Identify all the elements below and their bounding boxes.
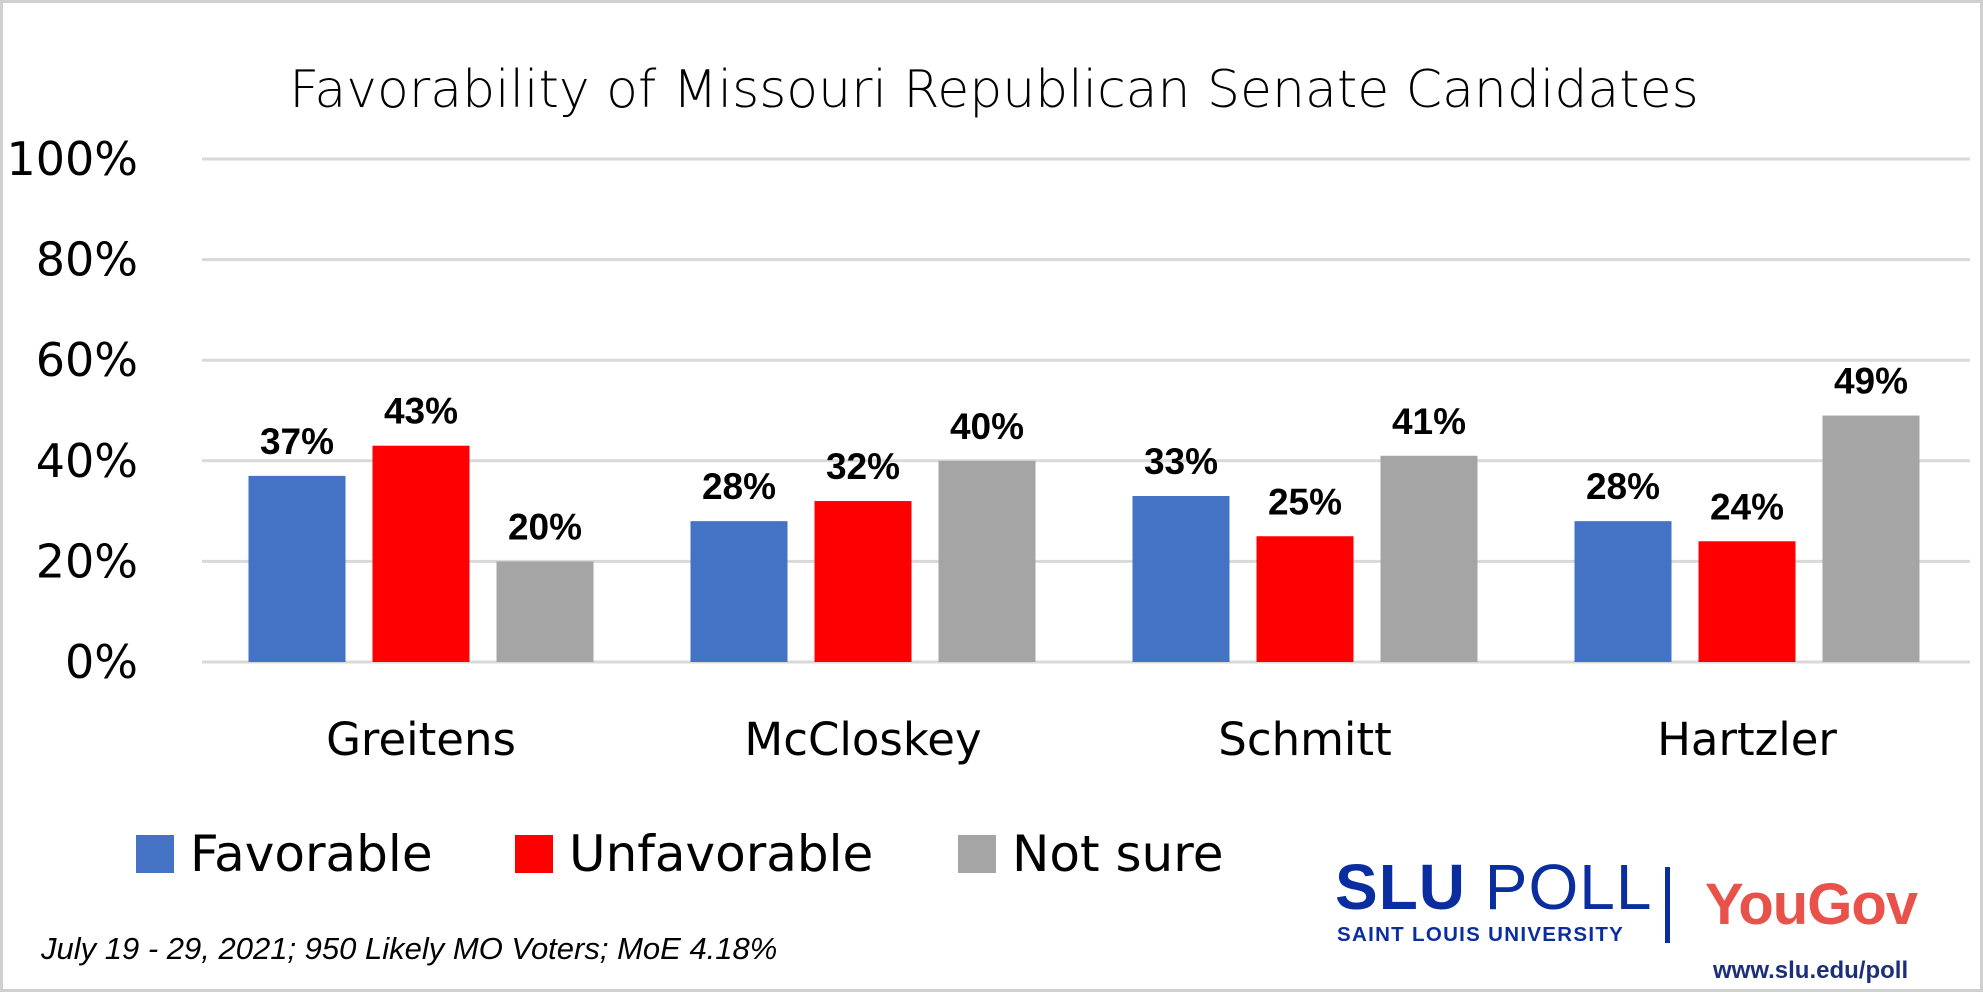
legend-item-unfavorable: Unfavorable <box>515 825 873 883</box>
y-tick-label: 0% <box>65 635 138 689</box>
y-tick-label: 80% <box>36 233 138 287</box>
footnote: July 19 - 29, 2021; 950 Likely MO Voters… <box>41 931 778 966</box>
bar-unfavorable <box>814 501 912 662</box>
legend-swatch-not-sure <box>958 835 996 873</box>
x-tick-label: McCloskey <box>744 713 981 766</box>
data-label: 33% <box>1144 441 1218 482</box>
legend-item-not-sure: Not sure <box>958 825 1223 883</box>
logo-university: SAINT LOUIS UNIVERSITY <box>1337 923 1625 946</box>
bar-favorable <box>1574 521 1672 662</box>
yougov-logo: YouGov <box>1705 872 1918 937</box>
x-tick-label: Greitens <box>326 713 516 766</box>
data-label: 24% <box>1710 486 1784 527</box>
bar-not-sure <box>938 460 1036 662</box>
logo-divider <box>1665 867 1670 943</box>
bar-favorable <box>1132 496 1230 662</box>
y-tick-label: 20% <box>36 534 138 588</box>
x-tick-label: Schmitt <box>1218 713 1391 766</box>
data-label: 37% <box>260 421 334 462</box>
bar-favorable <box>690 521 788 662</box>
data-label: 32% <box>826 446 900 487</box>
slu-poll-logo: SLU POLL <box>1335 855 1652 919</box>
y-tick-label: 100% <box>6 132 138 186</box>
bar-not-sure <box>1380 455 1478 662</box>
data-label: 20% <box>508 506 582 547</box>
bar-not-sure <box>496 561 594 662</box>
y-tick-label: 60% <box>36 333 138 387</box>
data-label: 40% <box>950 406 1024 447</box>
logo-slu: SLU <box>1335 851 1466 923</box>
chart-title: Favorability of Missouri Republican Sena… <box>289 60 1698 120</box>
data-label: 25% <box>1268 481 1342 522</box>
legend-swatch-unfavorable <box>515 835 553 873</box>
poll-url: www.slu.edu/poll <box>1713 957 1909 984</box>
data-label: 43% <box>384 391 458 432</box>
bar-unfavorable <box>1256 536 1354 662</box>
legend-label: Not sure <box>1012 825 1224 883</box>
bar-chart: Favorability of Missouri Republican Sena… <box>6 60 1970 766</box>
legend-swatch-favorable <box>136 835 174 873</box>
legend-item-favorable: Favorable <box>136 825 433 883</box>
data-label: 28% <box>1586 466 1660 507</box>
data-label: 41% <box>1392 401 1466 442</box>
bar-unfavorable <box>1698 541 1796 662</box>
x-tick-label: Hartzler <box>1657 713 1837 766</box>
bar-favorable <box>248 475 346 662</box>
legend-label: Favorable <box>190 825 433 883</box>
data-label: 28% <box>702 466 776 507</box>
data-label: 49% <box>1834 361 1908 402</box>
bar-not-sure <box>1822 415 1920 662</box>
legend-label: Unfavorable <box>569 825 874 883</box>
bar-unfavorable <box>372 445 470 662</box>
y-tick-label: 40% <box>36 434 138 488</box>
logo-poll: POLL <box>1484 851 1653 923</box>
